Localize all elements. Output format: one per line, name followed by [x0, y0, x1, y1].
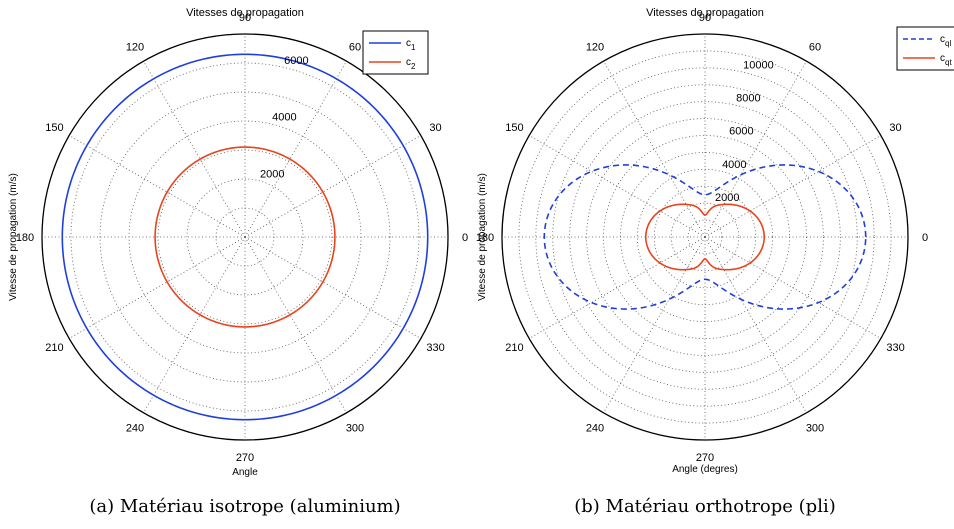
polar-grid — [41, 33, 449, 441]
legend-label: cql — [940, 34, 951, 48]
grid-ring — [99, 91, 391, 383]
legend-label: c2 — [406, 57, 416, 71]
angle-tick-label: 150 — [45, 122, 63, 134]
series-line-cql — [543, 164, 867, 310]
angle-tick-label: 120 — [586, 41, 604, 53]
angle-tick-label: 180 — [476, 232, 494, 244]
angle-tick-label: 150 — [505, 122, 523, 134]
angle-tick-label: 240 — [586, 423, 604, 435]
outer-circle — [41, 33, 449, 441]
grid-ring — [653, 185, 757, 289]
chart-title: Vitesses de propagation — [186, 7, 304, 19]
series-line-cqt — [644, 203, 766, 271]
radial-tick-label: 6000 — [729, 126, 753, 138]
angle-tick-label: 210 — [45, 342, 63, 354]
figure-caption: (b) Matériau orthotrope (pli) — [574, 496, 836, 517]
grid-ring — [586, 118, 824, 356]
angle-tick-label: 30 — [889, 122, 901, 134]
grid-spoke — [68, 135, 246, 238]
grid-spoke — [704, 236, 882, 339]
angle-tick-label: 30 — [429, 122, 441, 134]
radial-tick-label: 4000 — [722, 159, 746, 171]
radial-tick-label: 2000 — [260, 168, 284, 180]
x-axis-label: Angle — [232, 467, 258, 478]
grid-spoke — [528, 236, 706, 339]
radial-tick-label: 10000 — [743, 60, 774, 72]
figure-caption: (a) Matériau isotrope (aluminium) — [89, 496, 400, 517]
grid-ring — [535, 67, 875, 407]
grid-spoke — [528, 135, 706, 238]
angle-tick-label: 60 — [809, 41, 821, 53]
grid-spoke — [603, 236, 706, 414]
angle-tick-label: 90 — [239, 12, 251, 24]
series-line-c1 — [61, 53, 429, 421]
radial-tick-label: 8000 — [736, 93, 760, 105]
grid-spoke — [244, 236, 347, 414]
grid-spoke — [244, 236, 422, 339]
y-axis-label: Vitesse de propagation (m/s) — [477, 173, 488, 301]
grid-spoke — [704, 60, 807, 238]
angle-tick-label: 300 — [806, 423, 824, 435]
series-line-c2 — [154, 146, 336, 328]
angle-tick-label: 120 — [126, 41, 144, 53]
angle-tick-label: 240 — [126, 423, 144, 435]
grid-spoke — [143, 60, 246, 238]
series-layer — [61, 53, 429, 421]
grid-ring — [186, 178, 304, 296]
tick-labels: 0 30 60 90 120 150 180 210 240 270 300 330 2000 4000 6… — [476, 12, 928, 464]
angle-tick-label: 0 — [462, 232, 468, 244]
grid-spoke — [704, 135, 882, 238]
polar-chart-b: 0 30 60 90 120 150 180 210 240 270 300 330 2000 4000 6… — [476, 7, 954, 517]
grid-spoke — [68, 236, 246, 339]
angle-tick-label: 330 — [886, 342, 904, 354]
polar-chart-a: 0 30 60 90 120 150 180 210 240 270 300 330 2000 4000 6… — [8, 7, 468, 517]
grid-ring — [552, 84, 858, 390]
grid-ring — [687, 219, 723, 255]
angle-tick-label: 0 — [922, 232, 928, 244]
grid-spoke — [704, 236, 807, 414]
angle-tick-label: 330 — [426, 342, 444, 354]
legend-label: c1 — [406, 38, 416, 52]
legend-box — [362, 30, 429, 75]
angle-tick-label: 300 — [346, 423, 364, 435]
series-layer — [543, 164, 867, 310]
polar-grid — [501, 33, 909, 441]
radial-tick-label: 4000 — [272, 112, 296, 124]
grid-spoke — [244, 60, 347, 238]
angle-tick-label: 180 — [16, 232, 34, 244]
grid-ring — [70, 62, 420, 412]
outer-circle — [501, 33, 909, 441]
angle-tick-label: 270 — [696, 452, 714, 464]
y-axis-label: Vitesse de propagation (m/s) — [8, 173, 19, 301]
grid-ring — [569, 101, 841, 373]
angle-tick-label: 270 — [236, 452, 254, 464]
angle-tick-label: 60 — [349, 41, 361, 53]
x-axis-label: Angle (degres) — [672, 464, 738, 475]
tick-labels: 0 30 60 90 120 150 180 210 240 270 300 330 2000 4000 6… — [16, 12, 468, 464]
chart-title: Vitesses de propagation — [646, 7, 764, 19]
grid-ring — [157, 149, 333, 325]
grid-spoke — [603, 60, 706, 238]
angle-tick-label: 90 — [699, 12, 711, 24]
legend-box — [896, 26, 954, 71]
radial-tick-label: 6000 — [284, 55, 308, 67]
grid-ring — [670, 202, 740, 272]
grid-spoke — [244, 135, 422, 238]
grid-spoke — [143, 236, 246, 414]
angle-tick-label: 210 — [505, 342, 523, 354]
radial-tick-label: 2000 — [715, 192, 739, 204]
grid-ring — [636, 168, 774, 306]
